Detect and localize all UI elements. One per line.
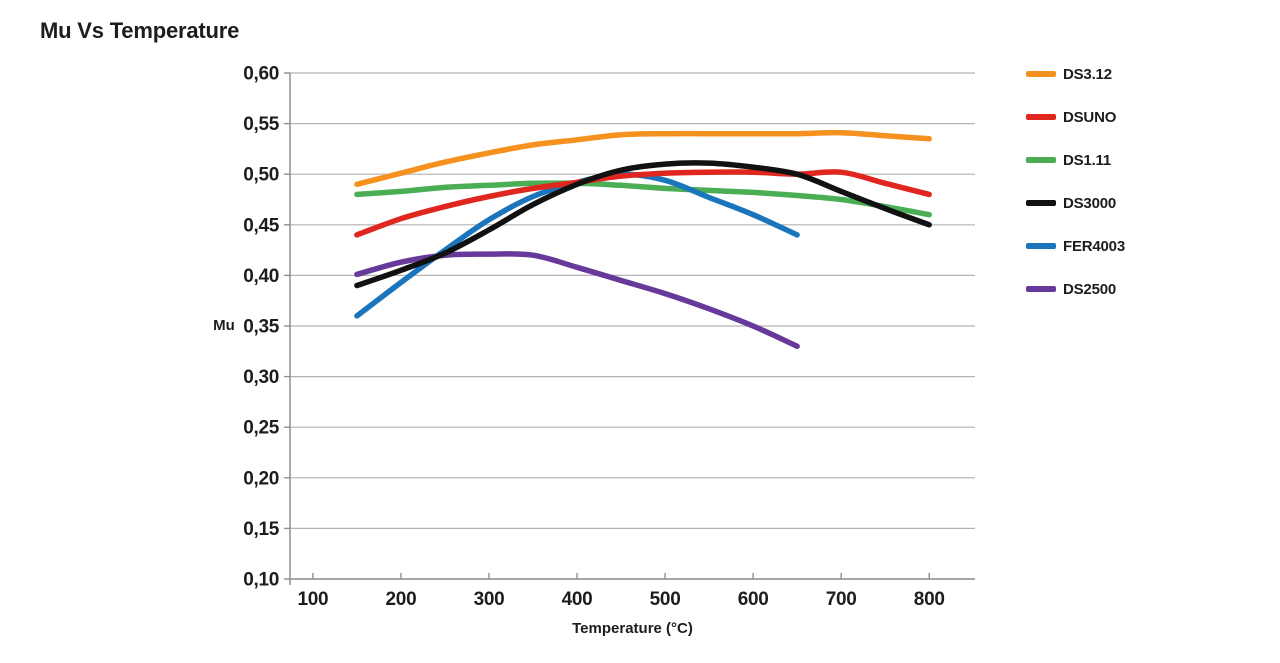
legend-label: DS3.12 — [1063, 65, 1112, 83]
x-tick-label: 500 — [650, 589, 681, 610]
series-line-DS3000 — [354, 160, 932, 289]
y-tick-label: 0,20 — [243, 468, 279, 489]
y-tick-label: 0,15 — [243, 519, 280, 540]
legend-item-DS3.12: DS3.12 — [1026, 65, 1112, 83]
legend-swatch-DSUNO — [1026, 114, 1056, 120]
x-tick-label: 800 — [914, 589, 945, 610]
y-tick-label: 0,30 — [243, 367, 279, 388]
x-tick-label: 400 — [562, 589, 593, 610]
legend-label: DS3000 — [1063, 194, 1117, 212]
legend-item-DS1.11: DS1.11 — [1026, 151, 1112, 169]
x-tick-label: 700 — [826, 589, 857, 610]
legend-swatch-DS3000 — [1026, 200, 1056, 206]
legend-swatch-FER4003 — [1026, 243, 1056, 249]
legend-label: DS1.11 — [1063, 151, 1112, 169]
series-line-DS3.12 — [354, 129, 932, 188]
legend-label: FER4003 — [1063, 237, 1125, 255]
y-tick-label: 0,55 — [243, 114, 280, 135]
series-line-DSUNO — [354, 169, 932, 238]
y-tick-label: 0,35 — [243, 317, 280, 338]
y-tick-label: 0,60 — [243, 64, 279, 85]
y-tick-label: 0,40 — [243, 266, 279, 287]
x-tick-label: 100 — [297, 589, 328, 610]
legend-swatch-DS3.12 — [1026, 71, 1056, 77]
legend-item-DS3000: DS3000 — [1026, 194, 1117, 212]
legend-swatch-DS1.11 — [1026, 157, 1056, 163]
legend-label: DS2500 — [1063, 280, 1117, 298]
x-tick-label: 200 — [386, 589, 417, 610]
legend-label: DSUNO — [1063, 108, 1117, 126]
series-line-DS1.11 — [354, 180, 932, 218]
y-tick-label: 0,25 — [243, 418, 280, 439]
x-axis-title: Temperature (°C) — [572, 620, 693, 637]
legend-swatch-DS2500 — [1026, 286, 1056, 292]
y-tick-label: 0,50 — [243, 165, 279, 186]
x-tick-label: 300 — [474, 589, 505, 610]
legend-item-FER4003: FER4003 — [1026, 237, 1125, 255]
y-axis-title: Mu — [213, 317, 235, 334]
y-tick-label: 0,45 — [243, 215, 280, 236]
chart-title: Mu Vs Temperature — [40, 18, 240, 43]
legend-item-DSUNO: DSUNO — [1026, 108, 1117, 126]
y-tick-label: 0,10 — [243, 570, 279, 591]
legend-item-DS2500: DS2500 — [1026, 280, 1117, 298]
series-line-FER4003 — [354, 171, 800, 319]
x-tick-label: 600 — [738, 589, 769, 610]
